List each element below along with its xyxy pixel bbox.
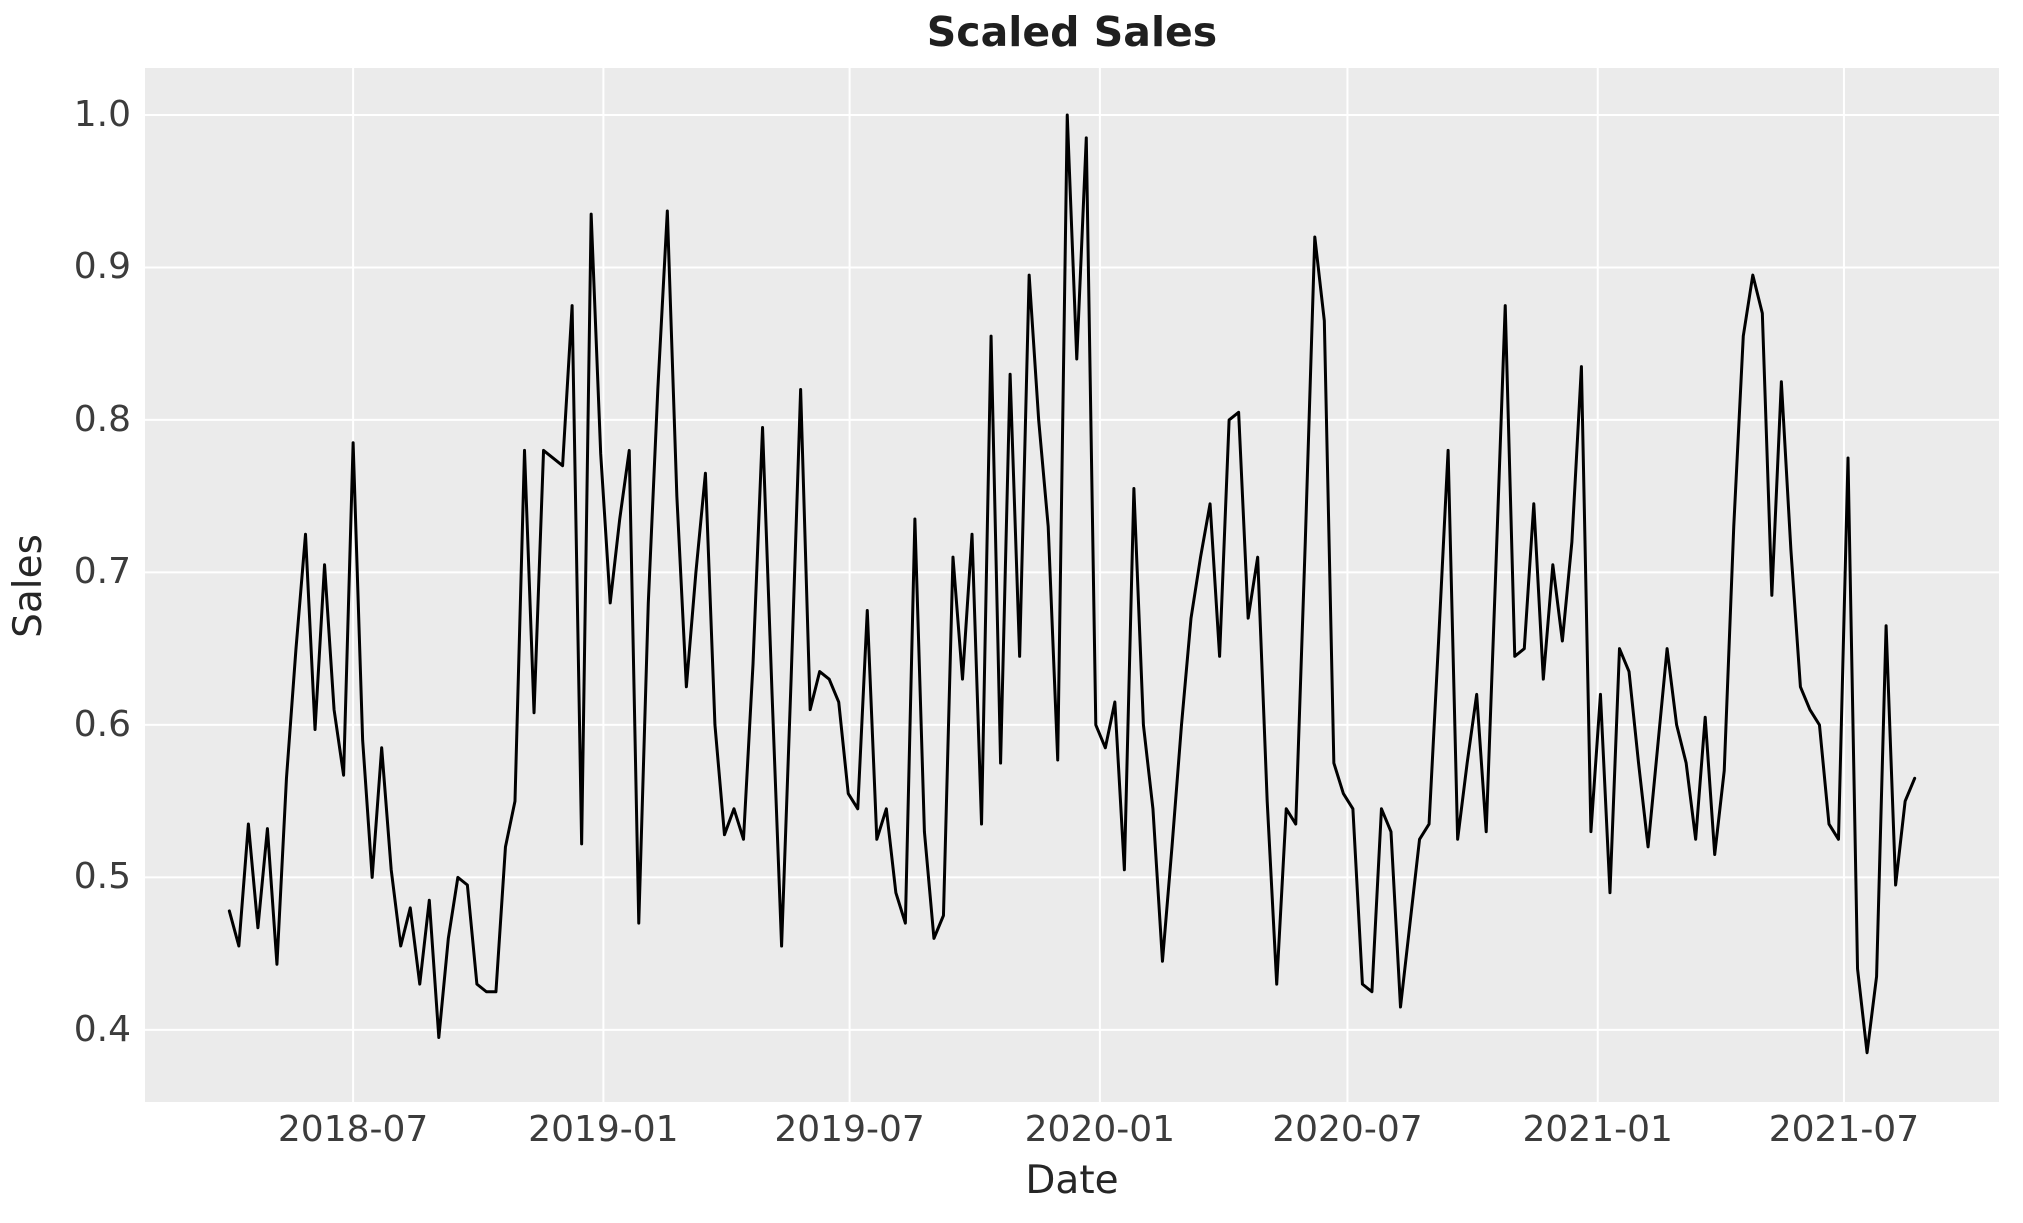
x-tick-2020-07: 2020-07: [1272, 1109, 1423, 1150]
x-tick-2019-07: 2019-07: [774, 1109, 925, 1150]
y-tick-0.7: 0.7: [73, 551, 131, 593]
y-tick-0.5: 0.5: [73, 856, 131, 898]
x-tick-2020-01: 2020-01: [1024, 1109, 1176, 1150]
y-tick-0.4: 0.4: [73, 1008, 131, 1050]
y-tick-1.0: 1.0: [73, 93, 131, 135]
x-tick-2021-07: 2021-07: [1768, 1109, 1920, 1150]
plot-area: [145, 68, 1999, 1102]
chart-title: Scaled Sales: [926, 8, 1218, 56]
sales-line-series: [227, 113, 1917, 1055]
x-tick-2018-07: 2018-07: [277, 1109, 429, 1150]
plot-canvas: [145, 68, 1999, 1102]
y-tick-0.6: 0.6: [73, 703, 131, 745]
x-axis-label: Date: [1025, 1158, 1119, 1203]
y-tick-0.8: 0.8: [73, 398, 131, 440]
y-tick-0.9: 0.9: [73, 246, 131, 288]
x-tick-2021-01: 2021-01: [1522, 1109, 1673, 1150]
x-tick-2019-01: 2019-01: [528, 1109, 679, 1150]
